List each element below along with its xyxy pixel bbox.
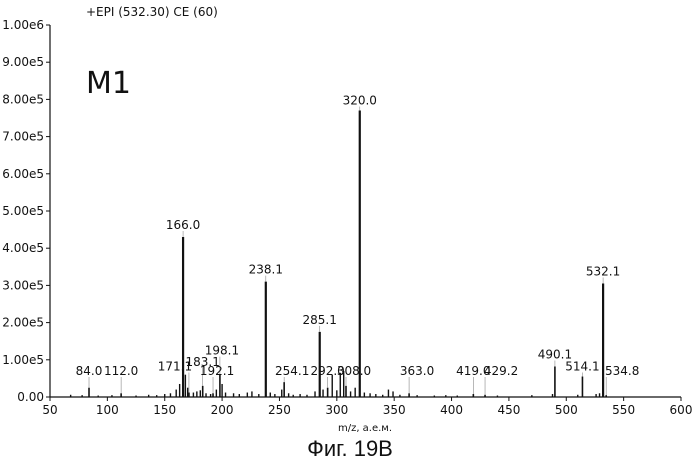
x-tick-label: 150 xyxy=(153,403,176,417)
x-tick-label: 100 xyxy=(96,403,119,417)
peak-label: 534.8 xyxy=(605,364,639,378)
x-tick-label: 550 xyxy=(612,403,635,417)
x-tick-label: 250 xyxy=(268,403,291,417)
peaks: 84.0112.0166.0171.1183.1198.1192.1238.12… xyxy=(76,94,640,397)
peak-label: 254.1 xyxy=(275,364,309,378)
y-tick-label: 7.00e5 xyxy=(2,130,44,144)
chart-title: +EPI (532.30) CE (60) xyxy=(86,5,218,19)
y-tick-label: 0.00 xyxy=(17,390,44,404)
x-tick-label: 500 xyxy=(555,403,578,417)
peak-label: 320.0 xyxy=(343,94,377,108)
y-tick-label: 1.00e5 xyxy=(2,353,44,367)
peak-label: 514.1 xyxy=(565,360,599,374)
y-tick-label: 8.00e5 xyxy=(2,92,44,106)
x-axis-label: m/z, а.е.м. xyxy=(338,423,392,434)
peak-label: 192.1 xyxy=(200,364,234,378)
peak-label: 363.0 xyxy=(400,364,434,378)
peak-label: 285.1 xyxy=(303,313,337,327)
y-tick-label: 2.00e5 xyxy=(2,316,44,330)
peak-label: 198.1 xyxy=(205,344,239,358)
x-tick-label: 50 xyxy=(42,403,57,417)
peak-label: 238.1 xyxy=(249,263,283,277)
y-tick-label: 1.00e6 xyxy=(2,18,44,32)
peak-label: 112.0 xyxy=(104,364,138,378)
figure-caption: Фиг. 19B xyxy=(0,436,700,462)
x-tick-label: 400 xyxy=(440,403,463,417)
mass-spectrum-chart: +EPI (532.30) CE (60) M1 0.00 1.00e5 2.00e… xyxy=(0,0,700,436)
x-tick-label: 300 xyxy=(325,403,348,417)
y-tick-label: 6.00e5 xyxy=(2,167,44,181)
peak-label: 532.1 xyxy=(586,265,620,279)
y-tick-label: 3.00e5 xyxy=(2,278,44,292)
peak-label: 84.0 xyxy=(76,364,103,378)
x-tick-label: 600 xyxy=(670,403,693,417)
peak-label: 166.0 xyxy=(166,218,200,232)
x-tick-label: 200 xyxy=(211,403,234,417)
y-tick-label: 5.00e5 xyxy=(2,204,44,218)
y-tick-label: 9.00e5 xyxy=(2,55,44,69)
peak-label: 429.2 xyxy=(484,364,518,378)
x-tick-label: 350 xyxy=(383,403,406,417)
peak-label: 308.0 xyxy=(337,364,371,378)
x-tick-label: 450 xyxy=(497,403,520,417)
compound-label: M1 xyxy=(86,66,131,101)
y-tick-label: 4.00e5 xyxy=(2,241,44,255)
